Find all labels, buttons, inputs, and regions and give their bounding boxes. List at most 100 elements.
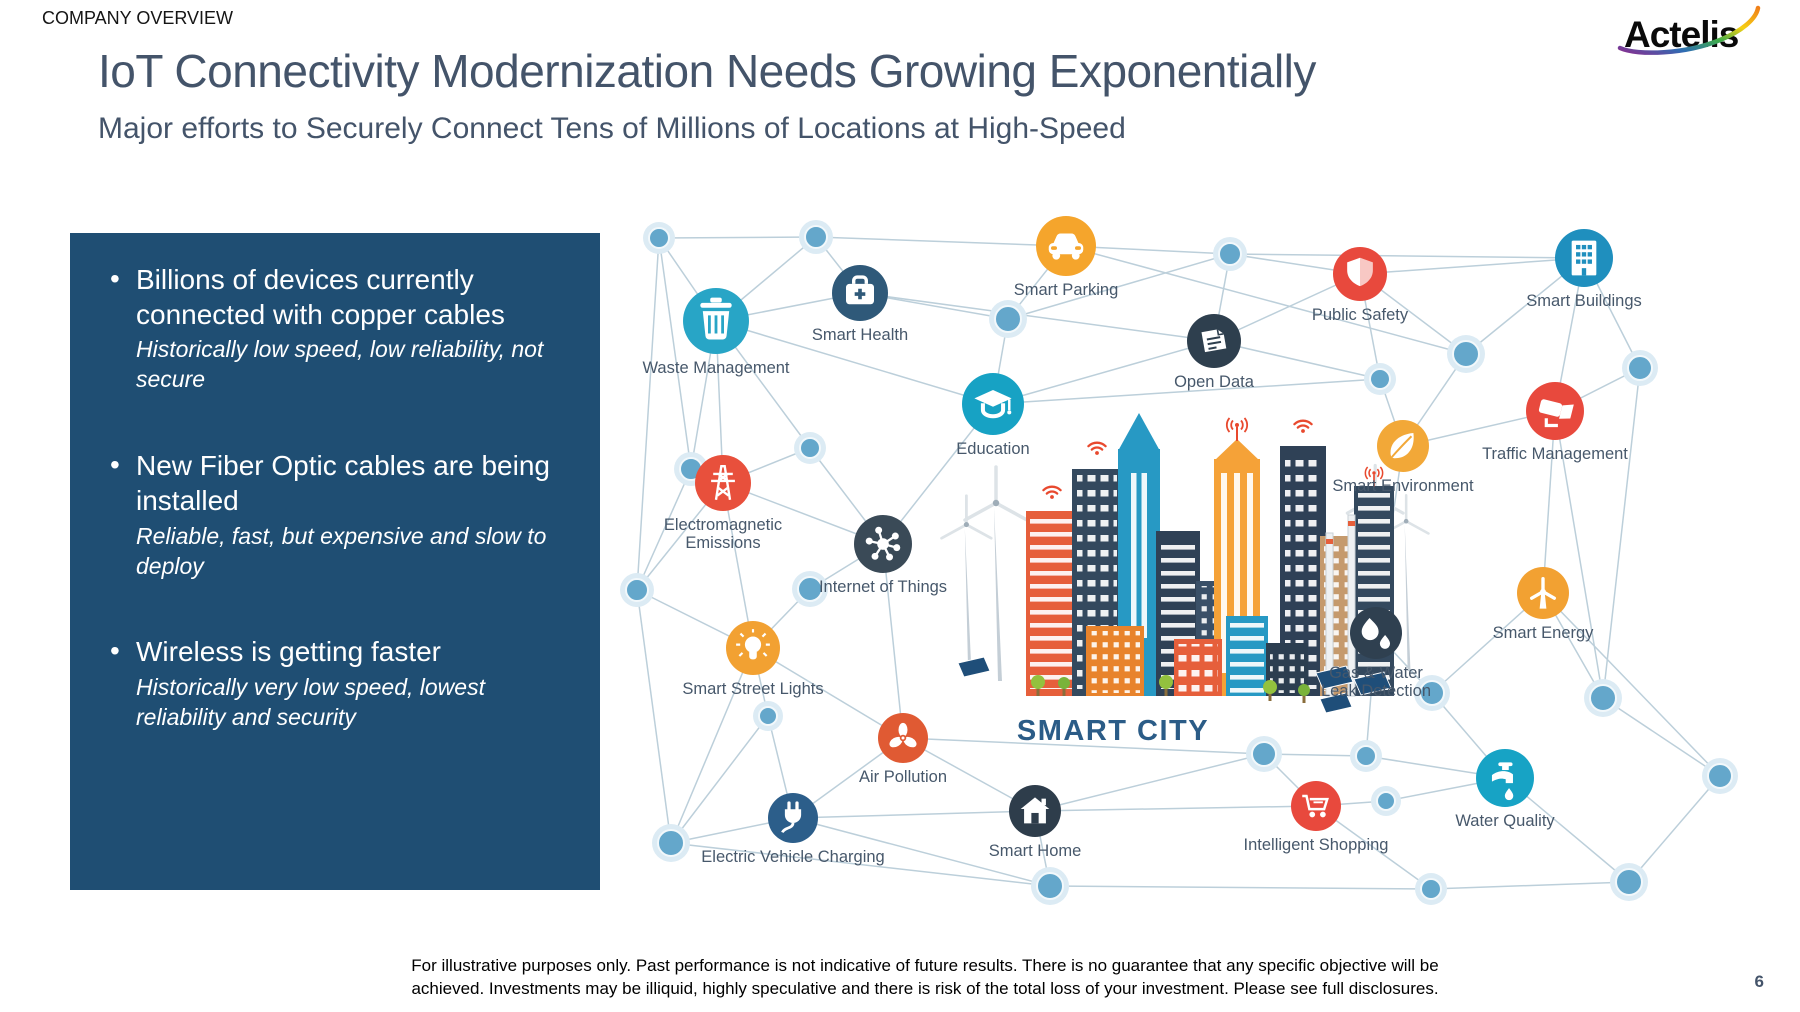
node-label: Traffic Management bbox=[1482, 445, 1628, 463]
key-points-panel: Billions of devices currently connected … bbox=[70, 233, 600, 890]
iot-icon-nodes: Waste Management Smart Health Smart Parkin… bbox=[642, 216, 1642, 866]
bulb-icon bbox=[736, 629, 770, 660]
fan-icon bbox=[889, 722, 917, 748]
node-label: Gas & Water Leak Detection bbox=[1321, 664, 1431, 700]
node-label: Electromagnetic Emissions bbox=[664, 516, 782, 552]
trash-icon bbox=[700, 297, 732, 340]
node-health: Smart Health bbox=[812, 265, 908, 344]
network-node bbox=[1589, 684, 1617, 712]
network-node bbox=[799, 437, 821, 459]
plug-icon bbox=[781, 801, 802, 834]
node-openData: Open Data bbox=[1174, 314, 1255, 391]
node-waste: Waste Management bbox=[642, 288, 790, 377]
city-buildings bbox=[1026, 413, 1394, 697]
network-node bbox=[994, 305, 1022, 333]
network-node bbox=[1369, 368, 1391, 390]
network-node bbox=[804, 225, 828, 249]
bullet-main-text: Wireless is getting faster bbox=[108, 634, 576, 670]
node-environment: Smart Environment bbox=[1332, 420, 1474, 495]
node-waterquality: Water Quality bbox=[1455, 749, 1555, 830]
network-node bbox=[1218, 242, 1242, 266]
wind-turbine-icon bbox=[1530, 577, 1556, 609]
network-node bbox=[1355, 745, 1377, 767]
car-icon bbox=[1048, 233, 1084, 260]
smokestack-icon bbox=[1325, 514, 1356, 697]
medical-bag-icon bbox=[846, 275, 874, 305]
network-node bbox=[1615, 868, 1643, 896]
node-evcharging: Electric Vehicle Charging bbox=[701, 793, 885, 866]
network-node bbox=[758, 706, 778, 726]
network-node bbox=[1036, 872, 1064, 900]
solar-panels-icon bbox=[957, 656, 1392, 714]
node-smarthome: Smart Home bbox=[989, 785, 1082, 860]
node-label: Open Data bbox=[1174, 373, 1255, 391]
antenna-signal-icon bbox=[1364, 466, 1384, 487]
node-label: Smart Environment bbox=[1332, 477, 1474, 495]
node-label: Smart Buildings bbox=[1526, 292, 1642, 310]
node-label: Internet of Things bbox=[819, 578, 947, 596]
smart-city-network: Waste Management Smart Health Smart Parkin… bbox=[620, 216, 1738, 905]
plain-network-nodes bbox=[620, 220, 1738, 905]
node-label: Water Quality bbox=[1455, 812, 1555, 830]
bullet-item: Wireless is getting faster Historically v… bbox=[108, 634, 576, 733]
wifi-signal-icon bbox=[1042, 485, 1062, 499]
bullet-list: Billions of devices currently connected … bbox=[70, 233, 600, 733]
bullet-note-text: Historically very low speed, lowest reli… bbox=[136, 674, 485, 731]
section-label: COMPANY OVERVIEW bbox=[42, 8, 234, 28]
wifi-signal-icon bbox=[1293, 419, 1313, 433]
network-node bbox=[1419, 680, 1445, 706]
faucet-icon bbox=[1491, 762, 1514, 801]
network-node bbox=[797, 576, 823, 602]
node-label: Smart Street Lights bbox=[682, 680, 823, 698]
node-label: Smart Energy bbox=[1493, 624, 1595, 642]
node-label: Waste Management bbox=[642, 359, 789, 377]
node-energy: Smart Energy bbox=[1493, 567, 1595, 642]
cart-icon bbox=[1302, 794, 1329, 818]
node-publicSafety: Public Safety bbox=[1312, 247, 1409, 324]
node-label: Public Safety bbox=[1312, 306, 1409, 324]
network-node bbox=[1420, 878, 1442, 900]
node-label: Electric Vehicle Charging bbox=[701, 848, 884, 866]
cctv-icon bbox=[1538, 399, 1574, 428]
slide-subtitle: Major efforts to Securely Connect Tens o… bbox=[98, 112, 1126, 145]
bullet-main-text: New Fiber Optic cables are being install… bbox=[108, 448, 576, 518]
node-emissions: Electromagnetic Emissions bbox=[664, 455, 782, 552]
trees bbox=[1031, 675, 1310, 703]
house-icon bbox=[1020, 797, 1050, 824]
flame-drop-icon bbox=[1361, 618, 1391, 649]
wifi-signal-icon bbox=[1087, 441, 1107, 455]
antenna-signal-icon bbox=[1225, 417, 1249, 441]
node-label: Education bbox=[956, 440, 1029, 458]
node-shopping: Intelligent Shopping bbox=[1244, 781, 1389, 854]
actelis-logo: Actelis bbox=[1598, 2, 1778, 62]
paper-icon bbox=[1201, 329, 1227, 353]
network-node bbox=[657, 829, 685, 857]
wind-turbine-left-icon bbox=[963, 465, 1029, 681]
network-node bbox=[1251, 741, 1277, 767]
node-label: Intelligent Shopping bbox=[1244, 836, 1389, 854]
bullet-item: Billions of devices currently connected … bbox=[108, 262, 576, 395]
node-traffic: Traffic Management bbox=[1482, 382, 1628, 463]
node-label: Smart Home bbox=[989, 842, 1082, 860]
node-gaswater: Gas & Water Leak Detection bbox=[1321, 607, 1431, 700]
page-number: 6 bbox=[1754, 972, 1764, 991]
network-node bbox=[1376, 791, 1396, 811]
building-icon bbox=[1571, 240, 1597, 276]
disclaimer-line-1: For illustrative purposes only. Past per… bbox=[411, 956, 1439, 975]
wind-turbine-left-2-icon bbox=[940, 494, 993, 667]
bullet-note-text: Historically low speed, low reliability,… bbox=[136, 336, 544, 393]
bullet-item: New Fiber Optic cables are being install… bbox=[108, 448, 576, 581]
node-label: Smart Health bbox=[812, 326, 908, 344]
node-airpollution: Air Pollution bbox=[859, 713, 947, 786]
network-node bbox=[625, 578, 649, 602]
network-node bbox=[1452, 340, 1480, 368]
logo-swoosh-icon bbox=[1617, 5, 1761, 55]
disclaimer-line-2: achieved. Investments may be illiquid, h… bbox=[411, 978, 1439, 998]
shield-icon bbox=[1347, 257, 1373, 287]
slide-title: IoT Connectivity Modernization Needs Gro… bbox=[98, 45, 1316, 97]
node-label: Smart Parking bbox=[1014, 281, 1119, 299]
molecule-icon bbox=[865, 526, 901, 561]
disclaimer: For illustrative purposes only. Past per… bbox=[250, 955, 1600, 1000]
node-buildings: Smart Buildings bbox=[1526, 229, 1642, 310]
network-node bbox=[648, 227, 670, 249]
